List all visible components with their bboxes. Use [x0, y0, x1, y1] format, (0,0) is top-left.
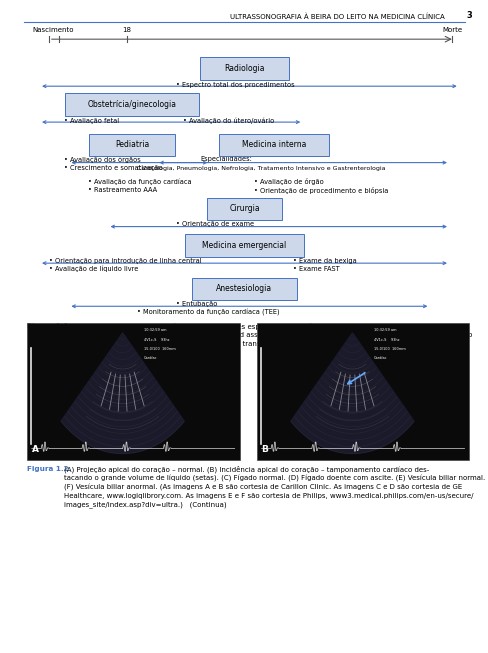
Text: (A) Projeção apical do coração – normal. (B) Incidência apical do coração – tamp: (A) Projeção apical do coração – normal.… [63, 466, 484, 508]
Text: 3: 3 [465, 10, 471, 20]
Text: • Avaliação da função cardíaca: • Avaliação da função cardíaca [88, 178, 191, 185]
FancyBboxPatch shape [65, 93, 199, 116]
Text: • Crescimento e somatização: • Crescimento e somatização [63, 165, 162, 172]
Text: Cardíac: Cardíac [143, 356, 157, 360]
Text: • Avaliação de órgão: • Avaliação de órgão [254, 178, 324, 185]
Text: Obstetrícia/ginecologia: Obstetrícia/ginecologia [87, 100, 176, 109]
Text: • Avaliação fetal: • Avaliação fetal [63, 118, 119, 124]
Polygon shape [61, 333, 184, 453]
Text: 10:32:59 am: 10:32:59 am [143, 328, 166, 332]
Text: • Exame FAST: • Exame FAST [293, 266, 340, 272]
Text: Cirurgia: Cirurgia [229, 204, 259, 214]
Text: • Espectro total dos procedimentos: • Espectro total dos procedimentos [176, 82, 294, 88]
Text: Figura 1.2: Figura 1.2 [27, 466, 68, 471]
Text: Cardiologia, Pneumologia, Nefrologia, Tratamento Intensivo e Gastrenterologia: Cardiologia, Pneumologia, Nefrologia, Tr… [137, 166, 385, 171]
Text: ULTRASSONOGRAFIA À BEIRA DO LEITO NA MEDICINA CLÍNICA: ULTRASSONOGRAFIA À BEIRA DO LEITO NA MED… [230, 13, 444, 20]
Text: • Orientação de exame: • Orientação de exame [176, 221, 254, 227]
Polygon shape [290, 333, 413, 453]
FancyBboxPatch shape [199, 57, 289, 80]
Text: Figura 1.1: Figura 1.1 [27, 323, 68, 328]
Text: 18: 18 [122, 27, 131, 33]
Text: 4V1c-S    93hz: 4V1c-S 93hz [373, 338, 398, 342]
FancyBboxPatch shape [184, 234, 304, 257]
FancyBboxPatch shape [219, 134, 328, 156]
Text: Medicina interna: Medicina interna [241, 140, 305, 150]
Text: • Rastreamento AAA: • Rastreamento AAA [88, 187, 157, 193]
Text: 4V1c-S    93hz: 4V1c-S 93hz [143, 338, 169, 342]
Text: Anestesiologia: Anestesiologia [216, 284, 272, 293]
Text: • Avaliação dos órgãos: • Avaliação dos órgãos [63, 156, 140, 163]
Text: • Orientação para introdução de linha central: • Orientação para introdução de linha ce… [49, 257, 201, 264]
FancyBboxPatch shape [206, 198, 282, 220]
Text: • Exame da bexiga: • Exame da bexiga [293, 257, 356, 264]
Text: Nascimento: Nascimento [32, 27, 73, 33]
Text: Cardíac: Cardíac [373, 356, 386, 360]
FancyBboxPatch shape [27, 323, 239, 460]
Text: 10:32:59 am: 10:32:59 am [373, 328, 395, 332]
Text: • Avaliação do útero/ovário: • Avaliação do útero/ovário [183, 118, 274, 124]
Text: • Orientação de procedimento e biópsia: • Orientação de procedimento e biópsia [254, 187, 388, 193]
Text: • Avaliação de líquido livre: • Avaliação de líquido livre [49, 266, 138, 272]
Text: • Monitoramento da função cardíaca (TEE): • Monitoramento da função cardíaca (TEE) [137, 310, 279, 316]
FancyBboxPatch shape [256, 323, 468, 460]
Text: Medicina emergencial: Medicina emergencial [202, 241, 286, 250]
Text: 15.0/100  160mm: 15.0/100 160mm [143, 347, 175, 351]
Text: Usos da ultrassonografia diagnóstica nas diferentes especialidades médicas ao lo: Usos da ultrassonografia diagnóstica nas… [63, 323, 471, 348]
Text: B: B [261, 445, 268, 454]
Text: Radiologia: Radiologia [224, 64, 264, 73]
FancyBboxPatch shape [89, 134, 174, 156]
Text: • Entubação: • Entubação [176, 301, 217, 308]
FancyBboxPatch shape [192, 278, 296, 300]
Text: Especialidades:: Especialidades: [200, 156, 252, 163]
Text: Pediatria: Pediatria [115, 140, 149, 150]
Text: A: A [32, 445, 39, 454]
Text: 15.0/100  160mm: 15.0/100 160mm [373, 347, 405, 351]
Text: Morte: Morte [441, 27, 462, 33]
